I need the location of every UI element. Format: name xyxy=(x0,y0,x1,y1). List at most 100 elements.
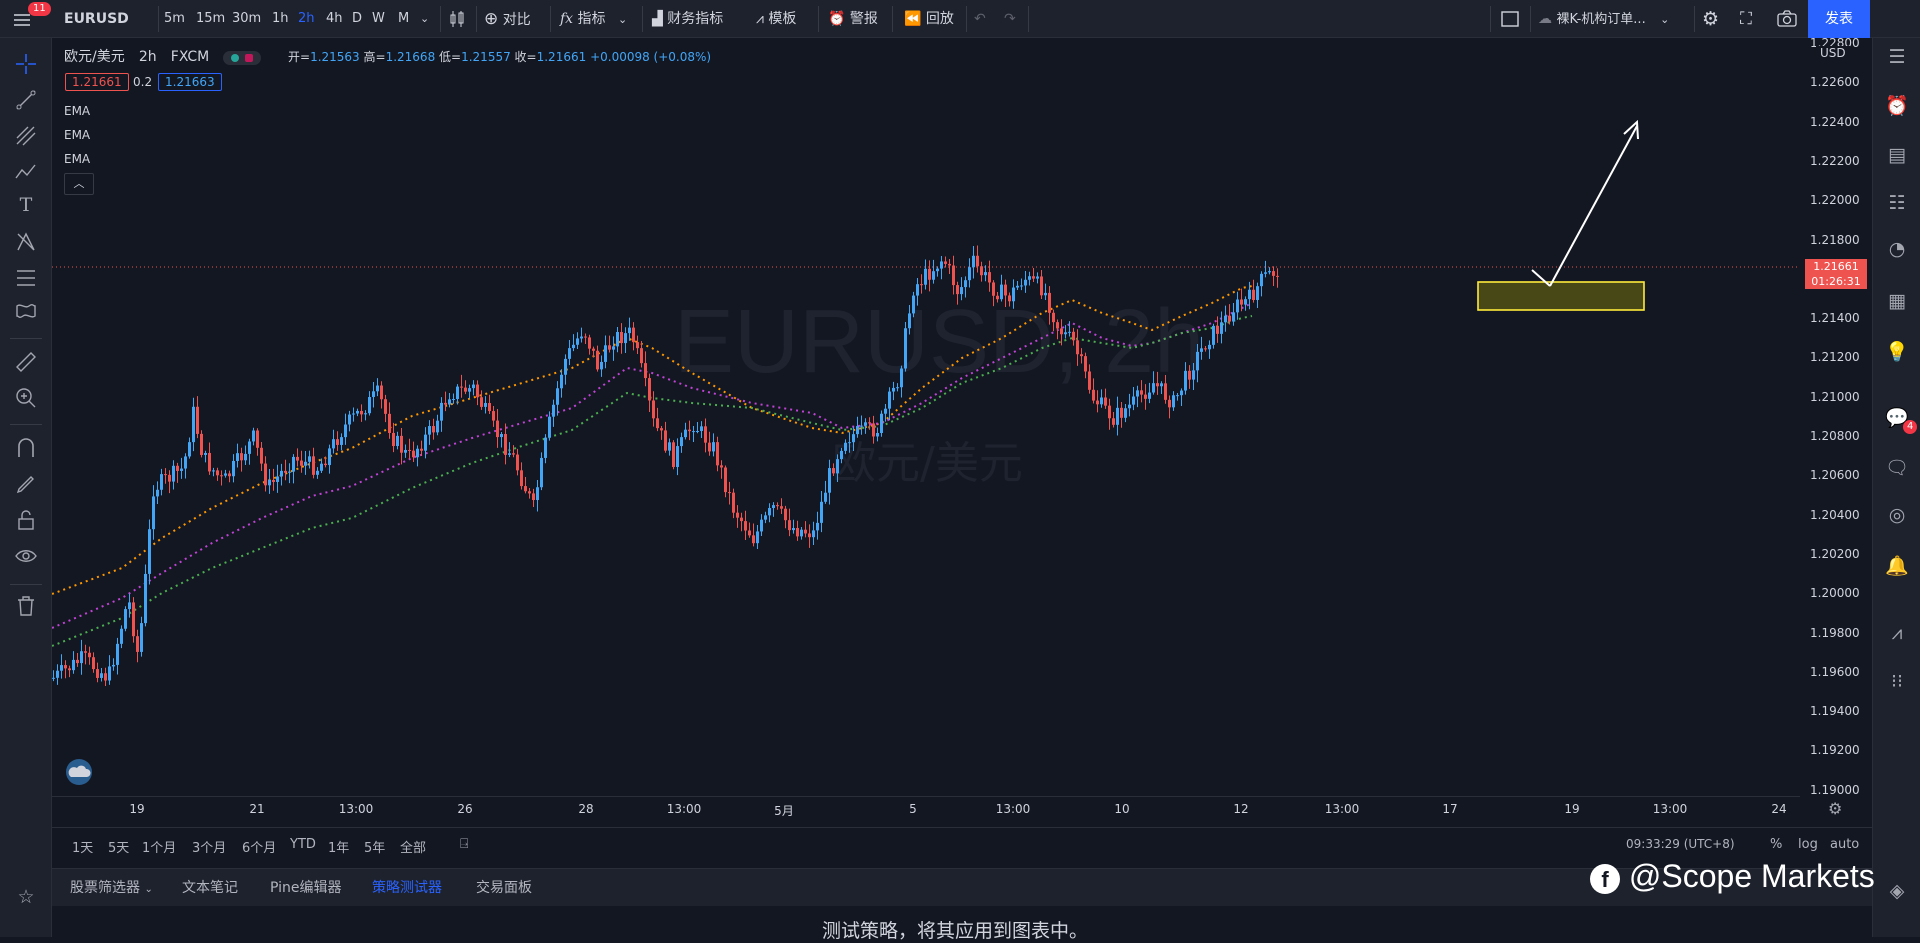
indicator-ema-1[interactable]: EMA xyxy=(64,104,91,118)
replay-button[interactable]: ⏪ 回放 xyxy=(904,0,954,38)
candle-body xyxy=(188,442,191,457)
range-button[interactable]: 全部 xyxy=(400,841,427,856)
watchlist-icon[interactable]: ☰ xyxy=(1888,46,1906,68)
indicator-ema-3[interactable]: EMA xyxy=(64,152,91,166)
axis-settings-button[interactable]: ⚙ xyxy=(1828,799,1842,818)
range-button[interactable]: 5天 xyxy=(108,841,130,856)
candle-body xyxy=(572,344,575,349)
interval-30m[interactable]: 30m xyxy=(232,11,262,26)
candle-body xyxy=(556,388,559,405)
trend-line-icon[interactable] xyxy=(14,88,38,112)
fullscreen-button[interactable]: ⛶ xyxy=(1740,0,1752,38)
interval-m[interactable]: M xyxy=(398,11,410,26)
crosshair-icon[interactable] xyxy=(14,52,38,76)
interval-1h[interactable]: 1h xyxy=(272,11,289,26)
interval-15m[interactable]: 15m xyxy=(196,11,226,26)
tab-strategy-tester[interactable]: 策略测试器 xyxy=(372,880,442,896)
indicators-button[interactable]: fx 指标 ⌄ xyxy=(560,0,627,38)
notifications-icon[interactable]: 🔔 xyxy=(1885,555,1909,577)
range-button[interactable]: 1个月 xyxy=(142,841,177,856)
ruler-icon[interactable] xyxy=(14,350,38,374)
alert-button[interactable]: ⏰ 警报 xyxy=(828,0,878,38)
range-button[interactable]: 3个月 xyxy=(192,841,227,856)
menu-button[interactable] xyxy=(12,0,44,38)
range-button[interactable]: 1天 xyxy=(72,841,94,856)
symbol-search[interactable]: EURUSD xyxy=(64,11,129,27)
interval-d[interactable]: D xyxy=(352,11,363,26)
calendar-icon[interactable]: ▦ xyxy=(1888,290,1906,312)
layers-icon[interactable]: ◈ xyxy=(1889,880,1905,902)
goto-date-button[interactable]: ⍈ xyxy=(460,836,468,852)
percent-toggle[interactable]: % xyxy=(1770,837,1783,852)
alarm-clock-icon[interactable]: ⏰ xyxy=(1885,95,1909,117)
candle-body xyxy=(1024,279,1027,286)
pattern-icon[interactable] xyxy=(14,160,38,184)
range-button[interactable]: 6个月 xyxy=(242,841,277,856)
fullscreen-layout-button[interactable] xyxy=(1500,0,1520,38)
compare-button[interactable]: ⊕ 对比 xyxy=(484,0,531,38)
buy-price-button[interactable]: 1.21663 xyxy=(158,73,222,91)
price-axis[interactable] xyxy=(1800,38,1872,812)
tab-text-notes[interactable]: 文本笔记 xyxy=(182,880,238,896)
candle-body xyxy=(580,336,583,339)
node-tool-icon[interactable] xyxy=(14,230,38,254)
candle-body xyxy=(756,531,759,544)
eye-icon[interactable] xyxy=(14,544,38,568)
ideas-icon[interactable]: 💡 xyxy=(1885,341,1909,363)
redo-button[interactable]: ↷ xyxy=(1004,11,1016,27)
price-chart[interactable]: EURUSD, 2h 欧元/美元 xyxy=(52,38,1800,812)
auto-toggle[interactable]: auto xyxy=(1830,837,1860,852)
fib-icon[interactable] xyxy=(14,266,38,290)
trading-icon[interactable]: ⩘ xyxy=(1891,622,1903,644)
tab-stock-screener[interactable]: 股票筛选器 ⌄ xyxy=(70,869,153,907)
flag-icon[interactable] xyxy=(14,300,38,324)
demand-zone-box[interactable] xyxy=(1477,281,1645,311)
range-button[interactable]: YTD xyxy=(290,837,316,852)
log-toggle[interactable]: log xyxy=(1798,837,1818,852)
legend-title[interactable]: 欧元/美元 xyxy=(64,49,125,65)
candle-body xyxy=(1160,383,1163,387)
tab-trading-panel[interactable]: 交易面板 xyxy=(476,880,532,896)
messages-icon[interactable]: 🗨 xyxy=(1884,457,1910,479)
collapse-legend-button[interactable]: ︿ xyxy=(64,173,94,195)
pencil-lock-icon[interactable] xyxy=(14,472,38,496)
chart-type-button[interactable] xyxy=(448,0,466,38)
financials-button[interactable]: ▟ 财务指标 xyxy=(652,0,723,38)
magnet-icon[interactable] xyxy=(14,436,38,460)
data-window-icon[interactable]: ☷ xyxy=(1888,192,1906,214)
indicator-ema-2[interactable]: EMA xyxy=(64,128,91,142)
interval-5m[interactable]: 5m xyxy=(164,11,185,26)
price-tick: 1.21800 xyxy=(1810,232,1860,247)
interval-dropdown[interactable]: ⌄ xyxy=(420,12,430,25)
trash-icon[interactable] xyxy=(14,594,38,618)
snapshot-button[interactable] xyxy=(1776,0,1798,38)
pitchfork-icon[interactable] xyxy=(14,124,38,148)
tab-pine-editor[interactable]: Pine编辑器 xyxy=(270,880,342,896)
time-axis[interactable] xyxy=(52,796,1800,823)
sell-price-button[interactable]: 1.21661 xyxy=(65,73,129,91)
layout-selector[interactable]: ☁ 裸K-机构订单... ⌄ xyxy=(1538,0,1669,38)
visibility-toggle[interactable] xyxy=(223,50,262,65)
interval-4h[interactable]: 4h xyxy=(326,11,343,26)
dom-icon[interactable]: ⁝⁝ xyxy=(1890,670,1904,692)
zoom-in-icon[interactable] xyxy=(14,386,38,410)
chat-icon[interactable]: 💬 xyxy=(1885,407,1909,429)
text-tool-icon[interactable]: T xyxy=(19,194,33,216)
projection-arrow[interactable] xyxy=(1549,125,1638,287)
interval-w[interactable]: W xyxy=(372,11,385,26)
publish-button[interactable]: 发表 xyxy=(1808,0,1870,38)
range-button[interactable]: 5年 xyxy=(364,841,386,856)
candle-body xyxy=(356,410,359,414)
settings-button[interactable]: ⚙ xyxy=(1702,0,1719,38)
cloud-badge[interactable] xyxy=(66,759,92,785)
templates-button[interactable]: ⩘ 模板 xyxy=(756,0,796,38)
interval-2h[interactable]: 2h xyxy=(298,11,315,26)
undo-button[interactable]: ↶ xyxy=(974,11,986,27)
news-icon[interactable]: ▤ xyxy=(1888,144,1906,166)
streams-icon[interactable]: ◎ xyxy=(1888,504,1906,526)
star-icon[interactable]: ☆ xyxy=(17,886,35,908)
clock[interactable]: 09:33:29 (UTC+8) xyxy=(1626,837,1735,851)
lock-icon[interactable] xyxy=(14,508,38,532)
hotlist-icon[interactable]: ◔ xyxy=(1888,238,1906,260)
range-button[interactable]: 1年 xyxy=(328,841,350,856)
